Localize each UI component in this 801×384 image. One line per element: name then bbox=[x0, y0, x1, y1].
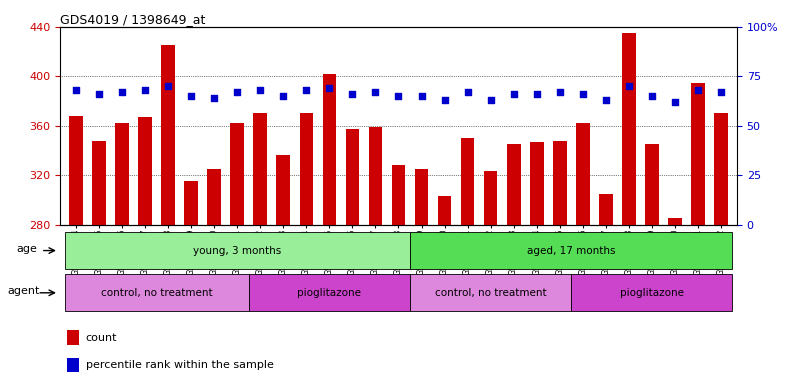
Point bbox=[139, 87, 151, 93]
Point bbox=[622, 83, 635, 89]
Bar bbox=[484, 172, 497, 225]
Point bbox=[185, 93, 198, 99]
Bar bbox=[139, 117, 152, 225]
Bar bbox=[461, 138, 474, 225]
Point bbox=[576, 91, 589, 97]
FancyBboxPatch shape bbox=[571, 274, 732, 311]
Bar bbox=[300, 113, 313, 225]
Text: control, no treatment: control, no treatment bbox=[435, 288, 546, 298]
Bar bbox=[207, 169, 221, 225]
FancyBboxPatch shape bbox=[65, 274, 249, 311]
Point bbox=[691, 87, 704, 93]
Point bbox=[300, 87, 313, 93]
FancyBboxPatch shape bbox=[249, 274, 410, 311]
Point bbox=[530, 91, 543, 97]
Point bbox=[70, 87, 83, 93]
Bar bbox=[66, 358, 79, 372]
Point bbox=[714, 89, 727, 95]
Bar bbox=[345, 129, 360, 225]
Bar bbox=[92, 141, 106, 225]
Point bbox=[415, 93, 428, 99]
Bar bbox=[553, 141, 566, 225]
Bar bbox=[691, 83, 705, 225]
Text: control, no treatment: control, no treatment bbox=[101, 288, 212, 298]
Text: young, 3 months: young, 3 months bbox=[193, 245, 281, 256]
Bar bbox=[184, 181, 198, 225]
FancyBboxPatch shape bbox=[65, 232, 410, 269]
Bar bbox=[392, 166, 405, 225]
Bar bbox=[323, 74, 336, 225]
FancyBboxPatch shape bbox=[410, 232, 732, 269]
Text: GDS4019 / 1398649_at: GDS4019 / 1398649_at bbox=[60, 13, 205, 26]
Bar bbox=[599, 194, 613, 225]
Bar bbox=[622, 33, 636, 225]
Bar bbox=[529, 142, 544, 225]
Bar bbox=[576, 123, 590, 225]
Text: count: count bbox=[86, 333, 117, 343]
Text: aged, 17 months: aged, 17 months bbox=[527, 245, 615, 256]
Point bbox=[208, 95, 221, 101]
Point bbox=[668, 99, 681, 105]
Point bbox=[323, 85, 336, 91]
Bar bbox=[507, 144, 521, 225]
Bar bbox=[668, 218, 682, 225]
Text: pioglitazone: pioglitazone bbox=[620, 288, 684, 298]
Bar bbox=[437, 196, 452, 225]
Point bbox=[231, 89, 244, 95]
Point bbox=[254, 87, 267, 93]
Text: agent: agent bbox=[8, 286, 40, 296]
Bar bbox=[368, 127, 382, 225]
FancyBboxPatch shape bbox=[410, 274, 571, 311]
Point bbox=[93, 91, 106, 97]
Point bbox=[162, 83, 175, 89]
Point bbox=[646, 93, 658, 99]
Point bbox=[277, 93, 290, 99]
Bar bbox=[66, 331, 79, 345]
Bar bbox=[231, 123, 244, 225]
Point bbox=[116, 89, 129, 95]
Bar bbox=[415, 169, 429, 225]
Point bbox=[507, 91, 520, 97]
Text: age: age bbox=[17, 243, 38, 253]
Bar bbox=[645, 144, 658, 225]
Bar bbox=[115, 123, 129, 225]
Bar bbox=[714, 113, 728, 225]
Point bbox=[461, 89, 474, 95]
Bar bbox=[161, 45, 175, 225]
Bar bbox=[253, 113, 268, 225]
Text: pioglitazone: pioglitazone bbox=[297, 288, 361, 298]
Point bbox=[392, 93, 405, 99]
Bar bbox=[69, 116, 83, 225]
Point bbox=[438, 97, 451, 103]
Point bbox=[369, 89, 382, 95]
Point bbox=[346, 91, 359, 97]
Point bbox=[484, 97, 497, 103]
Bar bbox=[276, 156, 290, 225]
Point bbox=[553, 89, 566, 95]
Point bbox=[599, 97, 612, 103]
Text: percentile rank within the sample: percentile rank within the sample bbox=[86, 360, 274, 370]
